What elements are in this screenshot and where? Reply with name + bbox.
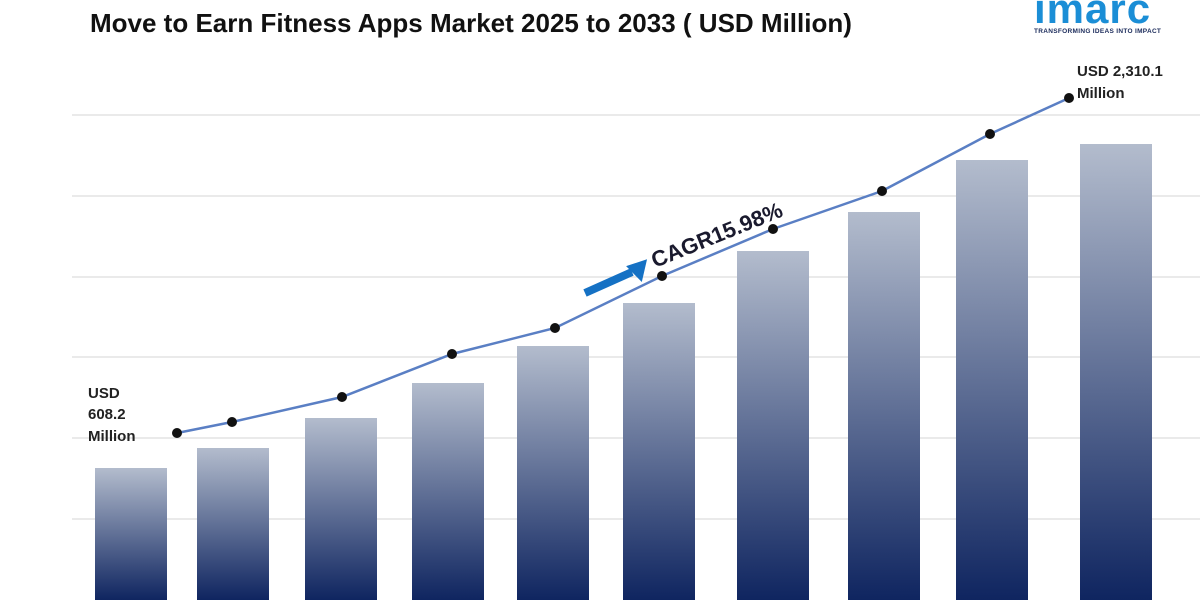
logo-wordmark: imarc xyxy=(1034,0,1152,32)
trend-point xyxy=(985,129,995,139)
trend-point xyxy=(550,323,560,333)
bar xyxy=(848,212,920,600)
bar xyxy=(623,303,695,600)
trend-point xyxy=(768,224,778,234)
bar xyxy=(956,160,1028,600)
trend-line xyxy=(176,96,1070,435)
cagr-arrow-head xyxy=(626,259,648,283)
bar xyxy=(305,418,377,600)
trend-point xyxy=(227,417,237,427)
start-value-label-line1: USD xyxy=(88,385,120,402)
bar xyxy=(197,448,269,600)
start-value-label-line3: Million xyxy=(88,428,136,445)
logo-tagline: TRANSFORMING IDEAS INTO IMPACT xyxy=(1034,28,1162,35)
bar xyxy=(95,468,167,600)
trend-point xyxy=(657,271,667,281)
bar xyxy=(412,383,484,600)
cagr-arrow-shaft xyxy=(583,268,634,297)
start-value-label-line2: 608.2 xyxy=(88,406,126,423)
bar xyxy=(737,251,809,600)
chart-title: Move to Earn Fitness Apps Market 2025 to… xyxy=(90,8,852,38)
trend-point xyxy=(877,186,887,196)
bar xyxy=(517,346,589,600)
end-value-label-line2: Million xyxy=(1077,85,1125,102)
end-value-label-line1: USD 2,310.1 xyxy=(1077,63,1163,80)
trend-point xyxy=(447,349,457,359)
imarc-logo: imarc TRANSFORMING IDEAS INTO IMPACT xyxy=(1030,0,1190,42)
trend-point xyxy=(1064,93,1074,103)
bar xyxy=(1080,144,1152,600)
cagr-arrow-icon xyxy=(583,259,648,297)
trend-point xyxy=(172,428,182,438)
trend-point xyxy=(337,392,347,402)
bar-series xyxy=(95,144,1152,600)
trend-line-series xyxy=(172,93,1074,438)
